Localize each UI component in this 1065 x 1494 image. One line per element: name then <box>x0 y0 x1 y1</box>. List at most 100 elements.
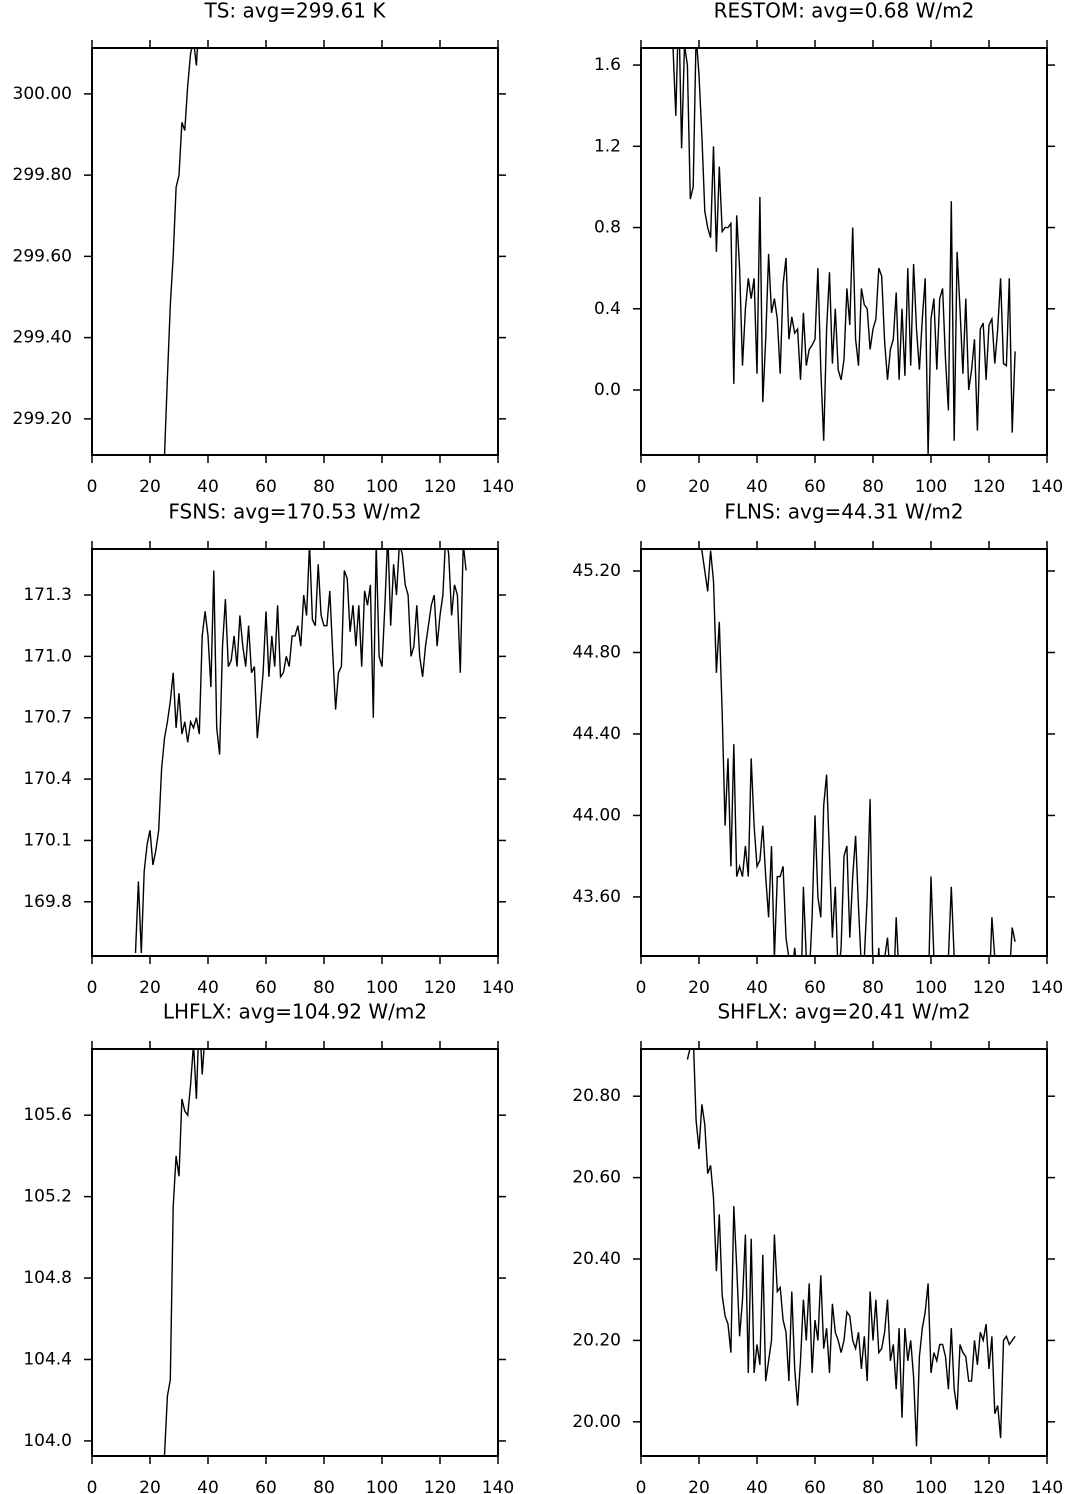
x-tick-label: 0 <box>87 1478 98 1494</box>
x-tick-label: 0 <box>636 1478 647 1494</box>
y-tick-label: 20.60 <box>572 1168 621 1188</box>
x-tick-label: 0 <box>636 978 647 998</box>
x-tick-label: 20 <box>139 477 161 497</box>
frame <box>91 47 499 456</box>
x-tick-label: 60 <box>804 1478 826 1494</box>
panel-title: TS: avg=299.61 K <box>203 0 386 23</box>
panel-title: FSNS: avg=170.53 W/m2 <box>168 500 421 524</box>
panel: FLNS: avg=44.31 W/m2 0 20 40 60 80 100 120 140 43… <box>572 500 1063 999</box>
x-tick-label: 20 <box>688 978 710 998</box>
panel-title: RESTOM: avg=0.68 W/m2 <box>714 0 975 23</box>
plot-area <box>672 48 1016 455</box>
x-tick-label: 40 <box>197 477 219 497</box>
frame <box>640 47 1048 456</box>
panel-title: SHFLX: avg=20.41 W/m2 <box>717 1000 970 1024</box>
plot-area <box>134 549 467 953</box>
y-tick-label: 299.80 <box>13 165 72 185</box>
x-tick-label: 140 <box>482 1478 514 1494</box>
x-tick-label: 80 <box>862 477 884 497</box>
data-line <box>672 48 1016 455</box>
y-tick-label: 20.80 <box>572 1086 621 1106</box>
x-tick-label: 120 <box>424 477 456 497</box>
x-tick-label: 120 <box>424 978 456 998</box>
y-tick-label: 171.0 <box>23 646 72 666</box>
panel: FSNS: avg=170.53 W/m2 0 20 40 60 80 100 120 140 1… <box>23 500 514 999</box>
y-tick-label: 170.1 <box>23 830 72 850</box>
plot-area <box>686 1049 1016 1447</box>
data-line <box>686 1049 1016 1447</box>
y-tick-label: 44.00 <box>572 805 621 825</box>
x-tick-label: 0 <box>636 477 647 497</box>
panel: SHFLX: avg=20.41 W/m2 0 20 40 60 80 100 120 140 2… <box>572 1000 1063 1494</box>
data-line <box>134 549 467 953</box>
y-tick-label: 171.3 <box>23 585 72 605</box>
data-line <box>700 549 1016 956</box>
x-tick-label: 0 <box>87 978 98 998</box>
y-tick-label: 43.60 <box>572 887 621 907</box>
y-tick-label: 169.8 <box>23 892 72 912</box>
y-tick-label: 20.20 <box>572 1330 621 1350</box>
y-tick-label: 105.2 <box>23 1187 72 1207</box>
panel: RESTOM: avg=0.68 W/m2 0 20 40 60 80 100 120 140 0… <box>594 0 1063 497</box>
y-tick-label: 20.00 <box>572 1412 621 1432</box>
x-tick-label: 100 <box>915 477 947 497</box>
frame <box>91 1048 499 1457</box>
y-tick-label: 0.4 <box>594 299 621 319</box>
x-tick-label: 140 <box>482 477 514 497</box>
x-tick-label: 20 <box>688 477 710 497</box>
x-tick-label: 60 <box>804 477 826 497</box>
x-tick-label: 100 <box>366 1478 398 1494</box>
x-tick-label: 120 <box>973 1478 1005 1494</box>
x-tick-label: 40 <box>197 1478 219 1494</box>
x-tick-label: 20 <box>688 1478 710 1494</box>
x-tick-label: 100 <box>366 978 398 998</box>
y-tick-label: 45.20 <box>572 561 621 581</box>
plot-area <box>163 1049 205 1456</box>
x-tick-label: 140 <box>1031 978 1063 998</box>
y-tick-label: 104.8 <box>23 1268 72 1288</box>
y-tick-label: 300.00 <box>13 84 72 104</box>
y-tick-label: 0.0 <box>594 380 621 400</box>
x-tick-label: 40 <box>746 477 768 497</box>
x-tick-label: 0 <box>87 477 98 497</box>
x-tick-label: 40 <box>746 978 768 998</box>
y-tick-label: 104.4 <box>23 1349 72 1369</box>
y-tick-label: 104.0 <box>23 1431 72 1451</box>
x-tick-label: 40 <box>197 978 219 998</box>
data-line <box>163 48 199 455</box>
frame <box>91 548 499 957</box>
x-tick-label: 100 <box>915 1478 947 1494</box>
panel: LHFLX: avg=104.92 W/m2 0 20 40 60 80 100 120 140… <box>23 1000 514 1494</box>
plot-area <box>700 549 1016 956</box>
y-tick-label: 299.40 <box>13 328 72 348</box>
x-tick-label: 60 <box>255 978 277 998</box>
x-tick-label: 140 <box>1031 1478 1063 1494</box>
x-tick-label: 80 <box>313 1478 335 1494</box>
y-tick-label: 170.7 <box>23 708 72 728</box>
panel-title: LHFLX: avg=104.92 W/m2 <box>163 1000 427 1024</box>
y-tick-label: 170.4 <box>23 769 72 789</box>
panel: TS: avg=299.61 K 0 20 40 60 80 100 120 140 299.20… <box>13 0 515 497</box>
x-tick-label: 60 <box>255 1478 277 1494</box>
x-tick-label: 140 <box>482 978 514 998</box>
x-tick-label: 80 <box>313 477 335 497</box>
y-tick-label: 1.6 <box>594 55 621 75</box>
plot-area <box>163 48 199 455</box>
x-tick-label: 120 <box>424 1478 456 1494</box>
x-tick-label: 100 <box>915 978 947 998</box>
x-tick-label: 140 <box>1031 477 1063 497</box>
frame <box>640 1048 1048 1457</box>
data-line <box>163 1049 205 1456</box>
y-tick-label: 1.2 <box>594 136 621 156</box>
y-tick-label: 105.6 <box>23 1105 72 1125</box>
x-tick-label: 60 <box>804 978 826 998</box>
x-tick-label: 20 <box>139 1478 161 1494</box>
y-tick-label: 44.80 <box>572 642 621 662</box>
x-tick-label: 120 <box>973 978 1005 998</box>
y-tick-label: 299.60 <box>13 246 72 266</box>
panel-title: FLNS: avg=44.31 W/m2 <box>724 500 963 524</box>
frame <box>640 548 1048 957</box>
x-tick-label: 80 <box>862 978 884 998</box>
y-tick-label: 44.40 <box>572 724 621 744</box>
x-tick-label: 100 <box>366 477 398 497</box>
